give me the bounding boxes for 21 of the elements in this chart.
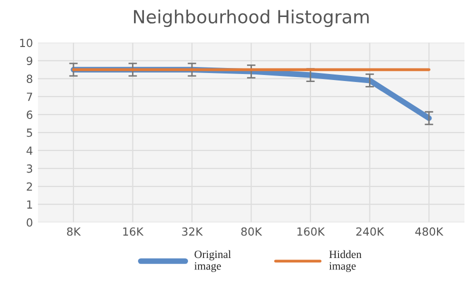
x-tick-label: 160K bbox=[297, 227, 325, 236]
y-tick-label: 2 bbox=[26, 182, 32, 191]
y-tick-label: 7 bbox=[26, 92, 32, 101]
y-tick-label: 1 bbox=[27, 200, 32, 209]
y-tick-label: 10 bbox=[20, 38, 32, 48]
x-tick-label: 480K bbox=[415, 227, 444, 236]
y-tick-label: 4 bbox=[26, 146, 32, 155]
y-tick-label: 6 bbox=[26, 110, 32, 119]
legend-label: Hidden image bbox=[329, 250, 362, 272]
y-tick-label: 3 bbox=[26, 164, 32, 173]
y-tick-label: 0 bbox=[26, 218, 32, 227]
x-tick-label: 32K bbox=[182, 227, 203, 236]
x-tick-label: 80K bbox=[241, 227, 262, 236]
x-tick-label: 16K bbox=[123, 227, 144, 236]
legend-label: Original image bbox=[194, 250, 231, 272]
chart-title: Neighbourhood Histogram bbox=[134, 10, 369, 28]
x-tick-label: 8K bbox=[67, 227, 81, 236]
y-tick-label: 8 bbox=[26, 74, 32, 84]
y-tick-label: 9 bbox=[26, 56, 32, 66]
x-tick-label: 240K bbox=[356, 227, 384, 236]
y-tick-label: 5 bbox=[26, 128, 32, 137]
